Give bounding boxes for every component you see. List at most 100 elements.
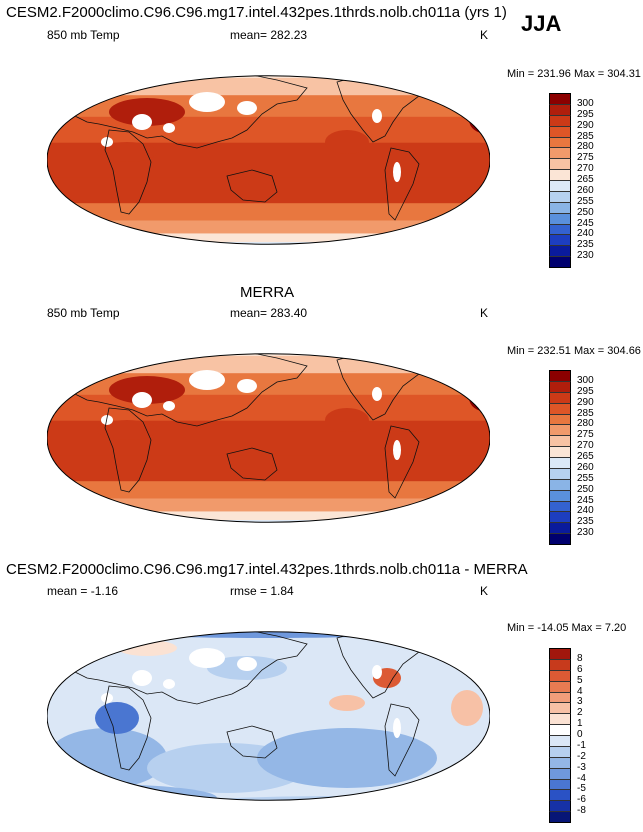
colorbar-tick-label: 240 [577, 505, 594, 517]
panel2-title: MERRA [240, 284, 295, 301]
panel2-map [47, 330, 490, 546]
antarctica-mask [47, 533, 490, 546]
missing-data-mask [372, 665, 382, 679]
colorbar-box [549, 245, 571, 257]
colorbar-box [549, 256, 571, 268]
panel3-units-label: K [480, 584, 489, 598]
colorbar-box [549, 391, 571, 404]
colorbar-box [549, 93, 571, 105]
panel1-colorbar: 300 295 290 285 280 275 270 265 260 255 250 245 240 2… [549, 93, 594, 268]
missing-data-mask [163, 679, 175, 689]
missing-data-mask [189, 92, 225, 112]
coastline [104, 685, 152, 771]
colorbar-box [549, 713, 571, 725]
field-anomaly [67, 631, 467, 638]
colorbar-tick-label: -1 [577, 739, 586, 751]
map-svg [47, 631, 490, 824]
colorbar-tick-label: 1 [577, 718, 583, 730]
field-band [47, 520, 490, 523]
field-anomaly [325, 408, 369, 432]
field-band [47, 242, 490, 245]
missing-data-mask [132, 114, 152, 130]
field-anomaly [451, 690, 483, 726]
coastline [336, 353, 428, 421]
field-band [47, 529, 490, 539]
panel3-minmax: Min = -14.05 Max = 7.20 [507, 622, 627, 634]
colorbar-box [549, 190, 571, 203]
colorbar-box [549, 745, 571, 758]
colorbar-tick-label: 275 [577, 152, 594, 164]
colorbar-box [549, 478, 571, 491]
colorbar-box [549, 724, 571, 736]
coastline [336, 631, 428, 699]
colorbar-tick-label: 245 [577, 494, 594, 506]
missing-data-mask [189, 648, 225, 668]
panel3-colorbar: 8 6 5 4 3 2 1 0 -1 -2 -3 -4 -5 -6 -8 [549, 648, 586, 823]
colorbar-tick-label: -5 [577, 783, 586, 795]
colorbar-tick-label: -6 [577, 794, 586, 806]
colorbar-tick-label: 260 [577, 184, 594, 196]
coastline [66, 353, 308, 427]
panel3-map [47, 608, 490, 824]
colorbar-box [549, 147, 571, 159]
coastline [226, 447, 278, 481]
colorbar-box [549, 467, 571, 480]
missing-data-mask [163, 123, 175, 133]
missing-data-mask [393, 440, 401, 460]
figure-title: CESM2.F2000climo.C96.C96.mg17.intel.432p… [6, 4, 507, 21]
colorbar-tick-label: -8 [577, 805, 586, 817]
panel1-minmax: Min = 231.96 Max = 304.31 [507, 68, 641, 80]
coastline [436, 75, 484, 87]
panel2-mean-label: mean= 283.40 [230, 306, 308, 320]
panel3-title: CESM2.F2000climo.C96.C96.mg17.intel.432p… [6, 561, 528, 578]
missing-data-mask [393, 162, 401, 182]
colorbar-tick-label: 295 [577, 108, 594, 120]
field-band [47, 233, 490, 244]
colorbar-box [549, 457, 571, 469]
colorbar-tick-label: 245 [577, 217, 594, 229]
colorbar-tick-label: 255 [577, 195, 594, 207]
colorbar-tick-label: 260 [577, 461, 594, 473]
colorbar-box [549, 435, 571, 447]
colorbar-box [549, 380, 571, 393]
field-anomaly [325, 130, 369, 154]
field-anomaly [97, 420, 157, 440]
map-border [47, 631, 490, 801]
colorbar-tick-label: 285 [577, 407, 594, 419]
coastline [55, 797, 484, 801]
field-band [47, 537, 490, 546]
colorbar-tick-label: 8 [577, 652, 583, 664]
colorbar-box [549, 811, 571, 823]
colorbar-box [549, 500, 571, 512]
colorbar-box [549, 114, 571, 127]
coastline [104, 129, 152, 215]
panel1-map [47, 52, 490, 268]
colorbar-tick-label: 280 [577, 418, 594, 430]
antarctica-mask [47, 255, 490, 268]
panel2-minmax: Min = 232.51 Max = 304.66 [507, 345, 641, 357]
map-svg [47, 75, 490, 268]
colorbar-tick-label: 265 [577, 451, 594, 462]
colorbar-tick-label: 3 [577, 696, 583, 708]
antarctica-mask [47, 811, 490, 824]
colorbar-tick-label: 265 [577, 174, 594, 185]
colorbar-tick-label: 5 [577, 674, 583, 686]
missing-data-mask [237, 657, 257, 671]
colorbar-tick-label: 230 [577, 250, 594, 262]
colorbar-box [549, 103, 571, 116]
colorbar-box [549, 424, 571, 436]
coastline [226, 725, 278, 759]
colorbar-box [549, 800, 571, 812]
field-anomaly [97, 142, 157, 162]
colorbar-tick-label: -3 [577, 761, 586, 773]
map-svg [47, 353, 490, 546]
field-anomaly [117, 640, 177, 656]
missing-data-mask [372, 387, 382, 401]
missing-data-mask [132, 392, 152, 408]
colorbar-tick-label: 300 [577, 374, 594, 386]
colorbar-tick-label: 240 [577, 228, 594, 240]
colorbar-box [549, 789, 571, 801]
colorbar-tick-label: 285 [577, 130, 594, 142]
coastline [66, 631, 308, 705]
colorbar-tick-label: 2 [577, 707, 583, 719]
